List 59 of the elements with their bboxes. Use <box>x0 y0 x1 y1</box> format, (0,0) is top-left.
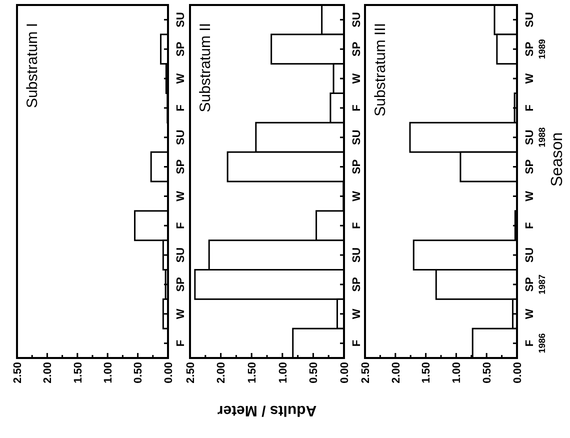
y-tick-label: W <box>350 190 363 202</box>
y-tick-label: F <box>524 222 536 229</box>
x-tick-label: 1.50 <box>420 362 433 384</box>
y-tick-label: F 1986 <box>524 333 548 354</box>
y-tick-label: SP <box>174 277 187 292</box>
x-tick-label: 0.50 <box>481 362 494 384</box>
x-tick-label: 0.50 <box>308 362 320 384</box>
y-tick-label: SU <box>174 12 187 28</box>
y-tick-label: F <box>174 104 187 112</box>
x-tick-label: 1.00 <box>277 362 290 384</box>
x-axis-title: Adults / Meter <box>217 402 317 419</box>
y-tick-label: W <box>524 190 536 202</box>
y-tick-label: SP <box>350 159 363 174</box>
y-tick-label: SU <box>174 130 187 146</box>
x-tick-label: 1.00 <box>102 362 114 384</box>
x-tick-label: 2.00 <box>390 362 402 384</box>
y-tick-label: W <box>174 308 187 320</box>
y-tick-label: SU <box>350 130 363 146</box>
x-tick-label: 0.50 <box>132 362 145 384</box>
y-axis-title: Season <box>549 132 566 187</box>
y-tick-label: SP <box>174 42 187 56</box>
y-tick-label: F <box>350 104 363 112</box>
y-tick-label: SU <box>350 247 363 263</box>
y-tick-label: SP <box>174 159 187 174</box>
y-tick-label: W <box>524 308 536 320</box>
y-tick-label: SU <box>524 12 536 28</box>
y-tick-label: W <box>350 308 363 320</box>
y-tick-label: SP 1987 <box>524 274 548 294</box>
x-tick-label: 2.00 <box>42 362 54 384</box>
x-tick-label: 0.00 <box>162 362 175 384</box>
text: Substratum II <box>197 23 214 112</box>
x-tick-label: 1.50 <box>72 362 84 384</box>
text: Substratum III <box>372 23 389 116</box>
y-tick-label: W <box>174 72 187 84</box>
y-tick-label: SP <box>350 277 363 292</box>
y-tick-label: SU 1988 <box>524 127 548 148</box>
y-tick-label: W <box>350 72 363 84</box>
x-tick-label: 0.00 <box>512 362 524 384</box>
y-tick-label: SU <box>174 247 187 263</box>
x-tick-label: 2.50 <box>360 362 372 384</box>
y-tick-label: W <box>174 190 187 202</box>
x-tick-label: 2.50 <box>184 362 197 384</box>
x-tick-label: 0.00 <box>338 362 351 384</box>
y-tick-label: F <box>174 340 187 347</box>
y-tick-label: F <box>524 104 536 112</box>
y-tick-label: SU <box>350 12 363 28</box>
y-tick-label: SP <box>524 159 536 174</box>
y-tick-label: F <box>350 340 363 347</box>
x-tick-label: 1.00 <box>451 362 464 384</box>
text: Substratum I <box>24 23 41 108</box>
y-tick-label: SP 1989 <box>524 39 548 60</box>
y-tick-label: SU <box>524 247 536 263</box>
y-tick-label: SP <box>350 42 363 56</box>
y-tick-label: F <box>350 222 363 229</box>
x-tick-label: 2.00 <box>216 362 228 384</box>
y-tick-label: W <box>524 72 536 84</box>
x-tick-label: 2.50 <box>12 362 24 384</box>
x-tick-label: 1.50 <box>246 362 258 384</box>
y-tick-label: F <box>174 222 187 229</box>
